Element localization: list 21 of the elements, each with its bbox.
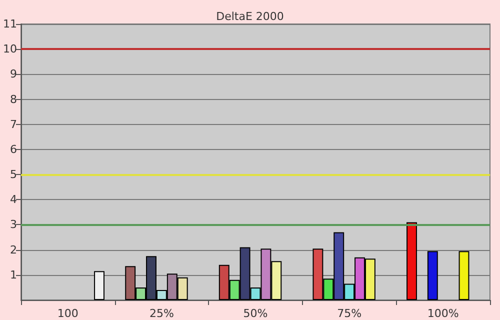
chart-title: DeltaE 2000 bbox=[216, 10, 284, 23]
y-tick-label: 5 bbox=[10, 168, 17, 182]
x-tick-label: 100% bbox=[427, 307, 459, 320]
y-tick-label: 4 bbox=[10, 193, 17, 206]
y-tick-label: 2 bbox=[10, 243, 17, 256]
x-tick-label: 25% bbox=[149, 307, 174, 320]
y-tick-label: 1 bbox=[10, 268, 17, 282]
bar bbox=[458, 251, 470, 300]
x-tick-label: 75% bbox=[337, 307, 362, 320]
y-tick-label: 3 bbox=[10, 218, 17, 232]
y-tick-label: 9 bbox=[10, 68, 17, 81]
y-tick-label: 7 bbox=[10, 118, 17, 131]
y-tick-label: 6 bbox=[10, 142, 17, 156]
x-tick-label: 100 bbox=[57, 307, 78, 320]
y-tick-label: 8 bbox=[10, 92, 17, 106]
x-tick-label: 50% bbox=[243, 307, 268, 320]
bar bbox=[406, 222, 417, 300]
bar bbox=[94, 271, 104, 300]
bar bbox=[427, 251, 438, 300]
y-tick-label: 11 bbox=[2, 18, 17, 30]
y-tick-label: 10 bbox=[2, 42, 17, 56]
